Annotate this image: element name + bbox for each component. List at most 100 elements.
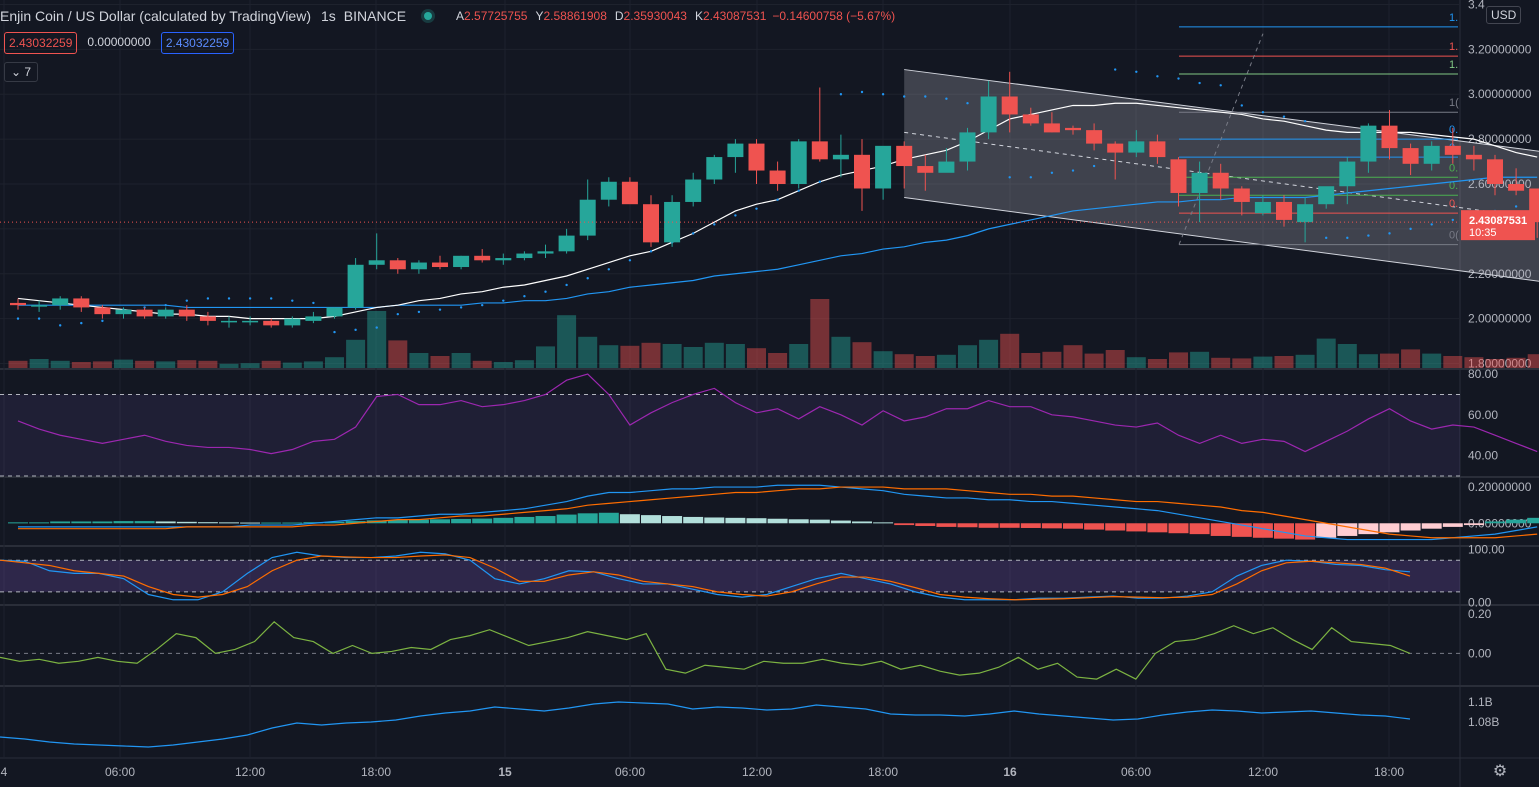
macd-histogram-bar	[71, 521, 92, 524]
volume-bar	[1084, 353, 1104, 368]
open-value: 2.57725755	[464, 9, 528, 23]
candle-body	[1444, 145, 1461, 155]
sell-price-badge[interactable]: 2.43032259	[4, 32, 78, 54]
volume-bar	[388, 340, 408, 368]
fib-level-label: 0.	[1449, 180, 1458, 192]
volume-bar	[325, 357, 344, 368]
macd-histogram-bar	[641, 515, 661, 524]
indicators-toggle-button[interactable]: ⌄ 7	[4, 62, 39, 82]
oscillator-axis-tick: 0.00	[1468, 646, 1492, 660]
volume-bar	[1274, 356, 1294, 368]
macd-histogram-bar	[514, 516, 535, 524]
volume-bar	[1063, 345, 1083, 368]
parabolic-sar-dot	[776, 198, 779, 201]
macd-histogram-bar	[1400, 523, 1421, 531]
parabolic-sar-dot	[1282, 115, 1286, 118]
parabolic-sar-dot	[248, 297, 252, 300]
macd-histogram-bar	[387, 520, 408, 524]
volume-bar	[29, 359, 49, 368]
volume-bar	[578, 336, 598, 368]
volume-bar	[620, 345, 640, 368]
candle-body	[73, 298, 90, 308]
volume-bar	[1147, 359, 1167, 368]
parabolic-sar-dot	[565, 283, 568, 287]
parabolic-sar-dot	[312, 301, 315, 305]
time-axis-tick: 18:00	[868, 765, 898, 779]
macd-histogram-bar	[704, 517, 725, 524]
volume-bar	[1443, 356, 1463, 368]
volume-bar	[219, 363, 239, 368]
fib-level-label: 1.	[1449, 41, 1458, 53]
macd-line	[18, 484, 1538, 541]
volume-bar	[430, 356, 450, 368]
volume-line-axis-tick: 1.08B	[1468, 715, 1499, 729]
volume-bar	[135, 360, 155, 368]
candle-body	[1001, 96, 1018, 115]
volume-bar	[1021, 353, 1041, 368]
macd-histogram-bar	[598, 512, 619, 524]
volume-bar	[240, 363, 260, 368]
parabolic-sar-dot	[227, 297, 231, 300]
parabolic-sar-dot	[1071, 169, 1075, 172]
parabolic-sar-dot	[1367, 234, 1370, 237]
candle-body	[959, 132, 976, 162]
price-axis-tick: 1.80000000	[1468, 357, 1532, 371]
macd-histogram-bar	[240, 522, 261, 524]
buy-price-badge[interactable]: 2.43032259	[160, 32, 235, 54]
volume-bar	[472, 360, 492, 368]
volume-bar	[346, 339, 366, 368]
parabolic-sar-dot	[966, 102, 969, 105]
volume-bar	[1169, 352, 1188, 368]
parabolic-sar-dot	[375, 326, 378, 329]
volume-bar	[1211, 357, 1231, 368]
parabolic-sar-dot	[607, 268, 610, 271]
macd-histogram-bar	[155, 521, 176, 524]
parabolic-sar-dot	[755, 207, 758, 210]
parabolic-sar-dot	[628, 259, 632, 262]
macd-histogram-bar	[1041, 523, 1062, 529]
parabolic-sar-dot	[16, 317, 20, 320]
candle-body	[453, 255, 470, 268]
parabolic-sar-dot	[1303, 119, 1307, 123]
macd-histogram-bar	[1020, 523, 1041, 528]
price-axis-tick: 2.00000000	[1468, 312, 1532, 326]
macd-histogram-bar	[1421, 523, 1442, 529]
macd-histogram-bar	[873, 522, 894, 524]
fib-level-label: 1.	[1449, 12, 1458, 24]
time-axis-tick: 12:00	[1248, 765, 1278, 779]
volume-bar	[514, 360, 534, 368]
parabolic-sar-dot	[734, 214, 737, 217]
currency-button[interactable]: USD	[1486, 6, 1522, 24]
symbol-title[interactable]: Enjin Coin / US Dollar (calculated by Tr…	[0, 8, 311, 24]
parabolic-sar-dot	[1156, 75, 1159, 78]
macd-histogram-bar	[408, 519, 429, 524]
trade-badges: 2.43032259 0.00000000 2.43032259	[4, 32, 235, 54]
volume-bar	[1042, 351, 1062, 368]
macd-histogram-bar	[577, 513, 598, 524]
volume-bar	[409, 353, 429, 368]
macd-histogram-bar	[999, 523, 1020, 528]
candle-body	[495, 258, 512, 261]
parabolic-sar-dot	[80, 321, 83, 325]
candle-body	[790, 141, 807, 184]
time-axis-tick: 18:00	[361, 765, 391, 779]
volume-bar	[873, 351, 893, 368]
macd-histogram-bar	[852, 521, 872, 524]
candle-body	[157, 309, 174, 317]
parabolic-sar-dot	[438, 308, 442, 311]
timeframe-label[interactable]: 1s	[321, 8, 336, 24]
candle-body	[1508, 184, 1525, 191]
settings-gear-icon[interactable]: ⚙	[1492, 763, 1508, 780]
volume-bar	[852, 342, 872, 368]
candle-body	[558, 235, 575, 252]
close-value: 2.43087531	[702, 9, 767, 23]
candle-body	[221, 320, 237, 323]
candle-body	[980, 96, 997, 133]
parabolic-sar-dot	[270, 297, 273, 300]
oscillator-line	[0, 620, 1411, 680]
parabolic-sar-dot	[37, 317, 41, 320]
volume-bar	[704, 342, 724, 368]
macd-histogram-bar	[1063, 523, 1083, 529]
fib-level-label: 0.	[1449, 162, 1458, 174]
